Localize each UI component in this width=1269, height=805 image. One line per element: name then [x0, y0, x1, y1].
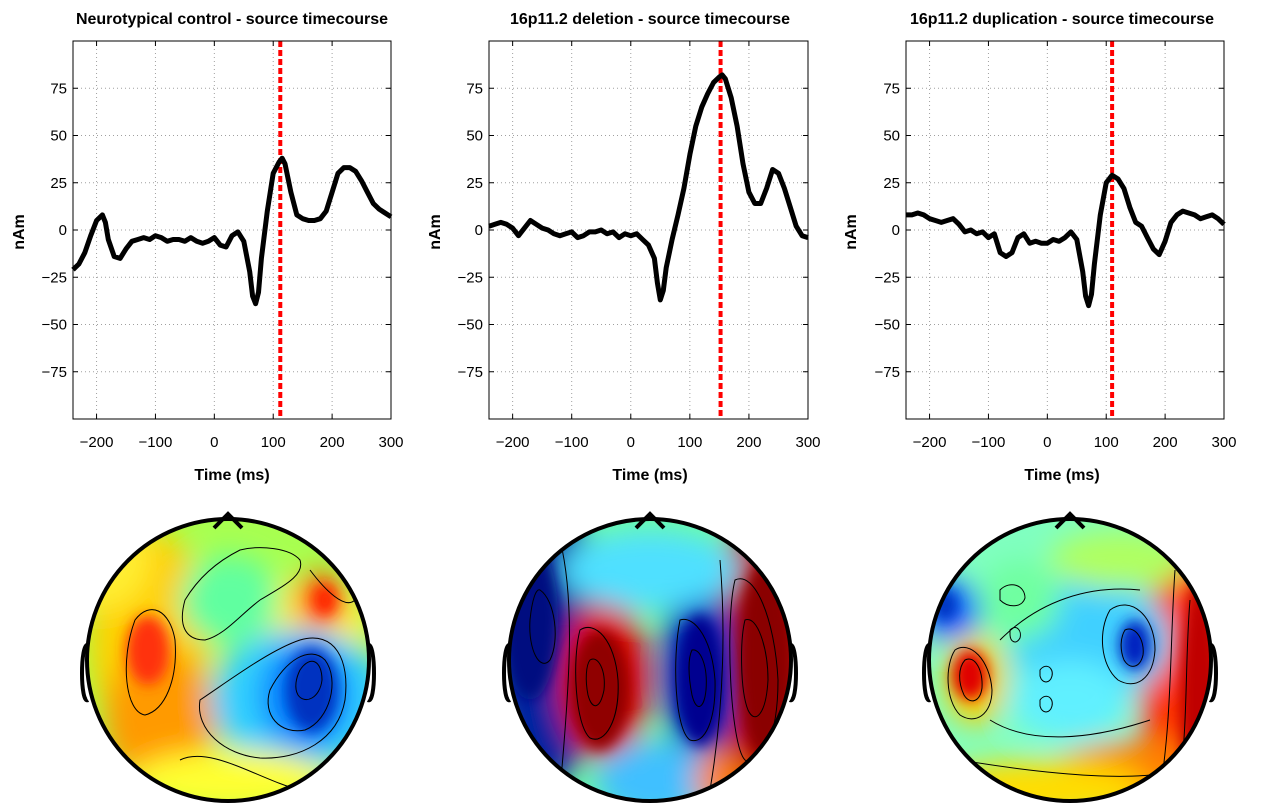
- y-tick-label: 0: [892, 222, 900, 239]
- chart-deletion: 16p11.2 deletion - source timecourse 75 5…: [427, 11, 821, 484]
- x-tick-label: 100: [677, 434, 702, 451]
- series-line: [71, 155, 393, 307]
- plot-area: [905, 40, 1225, 420]
- y-tick-label: 50: [50, 128, 67, 145]
- chart-neurotypical-control: Neurotypical control - source timecourse…: [11, 11, 404, 484]
- chart-title: 16p11.2 deletion - source timecourse: [510, 11, 790, 28]
- x-tick-label: −100: [139, 434, 173, 451]
- y-tick-label: −75: [42, 364, 67, 381]
- y-tick-label: −50: [42, 317, 67, 334]
- y-tick-label: −25: [458, 269, 483, 286]
- topomap-colormap: [509, 519, 791, 801]
- x-axis-label: Time (ms): [194, 467, 269, 484]
- x-axis-label: Time (ms): [1024, 467, 1099, 484]
- y-tick-label: 75: [466, 80, 483, 97]
- chart-title: Neurotypical control - source timecourse: [76, 11, 388, 28]
- y-tick-label: −75: [458, 364, 483, 381]
- x-tick-labels: −200 −100 0 100 200 300: [80, 434, 404, 451]
- grid: [489, 41, 809, 419]
- x-tick-label: 200: [1153, 434, 1178, 451]
- x-tick-label: −200: [80, 434, 114, 451]
- chart-title: 16p11.2 duplication - source timecourse: [910, 11, 1214, 28]
- y-tick-label: −50: [458, 317, 483, 334]
- contour-lines: [125, 547, 356, 791]
- grid: [906, 41, 1225, 419]
- x-tick-label: 0: [210, 434, 218, 451]
- grid: [73, 41, 392, 419]
- y-tick-labels: 75 50 25 0 −25 −50 −75: [875, 80, 900, 381]
- x-tick-label: 300: [378, 434, 403, 451]
- head-outline: [502, 511, 798, 803]
- plot-area: [72, 40, 392, 420]
- topomap-colormap: [929, 519, 1211, 801]
- y-axis-label: nAm: [11, 214, 28, 250]
- x-axis-label: Time (ms): [612, 467, 687, 484]
- x-tick-label: −200: [496, 434, 530, 451]
- x-tick-label: 300: [795, 434, 820, 451]
- y-tick-label: 50: [466, 128, 483, 145]
- y-tick-label: 0: [475, 222, 483, 239]
- head-outline: [80, 511, 376, 803]
- y-tick-label: 25: [883, 175, 900, 192]
- plot-area: [488, 40, 809, 420]
- x-tick-label: 300: [1211, 434, 1236, 451]
- y-tick-label: 0: [59, 222, 67, 239]
- y-tick-label: −25: [875, 269, 900, 286]
- head-outline: [922, 511, 1218, 803]
- x-tick-label: −100: [972, 434, 1006, 451]
- chart-duplication: 16p11.2 duplication - source timecourse …: [843, 11, 1237, 484]
- y-tick-label: 25: [466, 175, 483, 192]
- series-line: [906, 172, 1226, 309]
- deletion-topomap: [502, 511, 798, 803]
- duplication-topomap: [922, 511, 1218, 803]
- y-axis-label: nAm: [843, 214, 860, 250]
- y-tick-label: −75: [875, 364, 900, 381]
- series-line: [488, 72, 809, 303]
- x-tick-labels: −200 −100 0 100 200 300: [913, 434, 1237, 451]
- y-tick-label: 75: [883, 80, 900, 97]
- x-tick-label: 0: [1043, 434, 1051, 451]
- y-tick-label: 50: [883, 128, 900, 145]
- x-tick-label: 200: [320, 434, 345, 451]
- y-tick-label: 25: [50, 175, 67, 192]
- y-tick-label: −50: [875, 317, 900, 334]
- x-tick-label: 0: [627, 434, 635, 451]
- x-tick-label: −100: [555, 434, 589, 451]
- x-tick-label: 100: [1094, 434, 1119, 451]
- x-tick-label: 200: [736, 434, 761, 451]
- topomap-colormap: [87, 519, 369, 801]
- x-tick-label: 100: [261, 434, 286, 451]
- x-tick-labels: −200 −100 0 100 200 300: [496, 434, 821, 451]
- y-tick-label: −25: [42, 269, 67, 286]
- x-tick-label: −200: [913, 434, 947, 451]
- neurotypical-control-topomap: [80, 511, 376, 803]
- y-tick-label: 75: [50, 80, 67, 97]
- y-tick-labels: 75 50 25 0 −25 −50 −75: [458, 80, 483, 381]
- y-tick-labels: 75 50 25 0 −25 −50 −75: [42, 80, 67, 381]
- y-axis-label: nAm: [427, 214, 444, 250]
